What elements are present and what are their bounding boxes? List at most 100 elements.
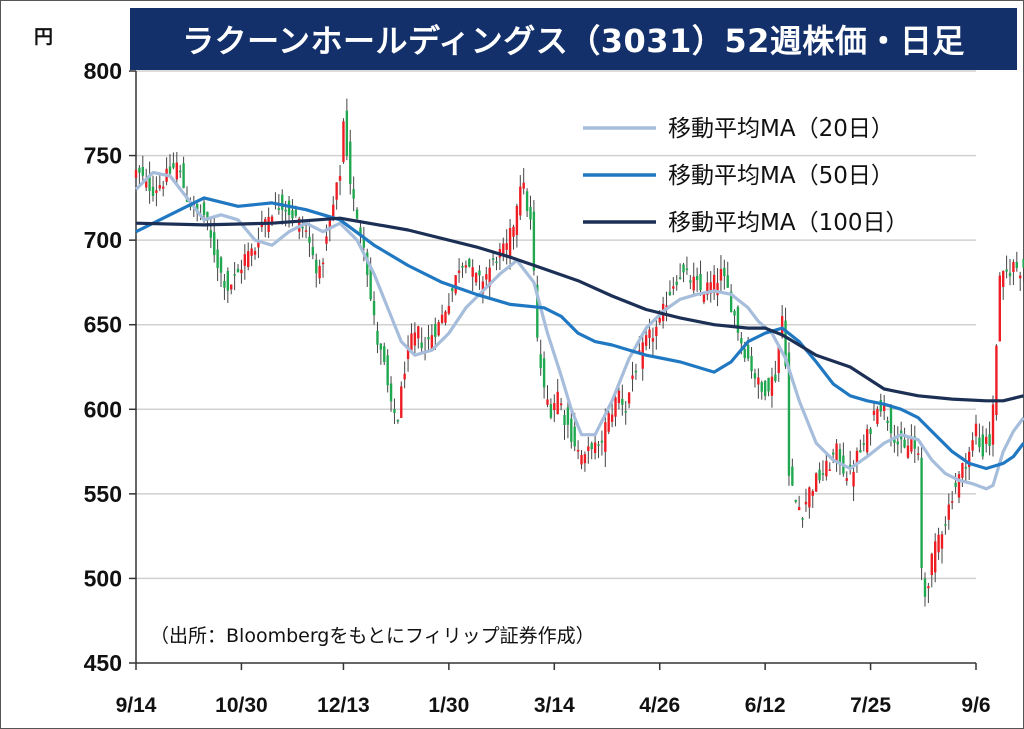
candle-up <box>328 220 332 230</box>
candle-up <box>342 121 345 163</box>
candle-down <box>209 230 213 238</box>
candle-down <box>920 457 923 568</box>
candle-up <box>804 501 808 505</box>
candle-down <box>774 374 777 382</box>
candle-down <box>383 346 386 362</box>
candle-down <box>675 281 678 286</box>
x-tick-label: 3/14 <box>534 694 575 717</box>
candle-up <box>872 410 876 415</box>
candle-down <box>923 578 927 597</box>
candle-up <box>508 228 512 259</box>
candle-down <box>563 414 566 426</box>
candle-up <box>587 446 590 451</box>
candle-down <box>182 163 185 188</box>
candle-down <box>753 373 757 379</box>
candle-up <box>1019 275 1022 279</box>
candle-up <box>777 346 780 373</box>
legend-label: 移動平均MA（20日） <box>668 116 894 142</box>
candle-down <box>879 400 882 412</box>
candle-down <box>831 452 835 455</box>
candle-up <box>430 335 434 350</box>
candle-down <box>301 226 304 229</box>
candle-down <box>352 189 355 199</box>
candle-up <box>991 404 995 445</box>
candle-down <box>549 404 553 418</box>
candle-down <box>573 426 576 447</box>
candle-down <box>978 437 981 448</box>
candle-down <box>277 208 281 210</box>
candle-up <box>930 553 933 576</box>
candle-down <box>420 342 423 349</box>
candle-up <box>604 422 607 452</box>
y-tick-label: 500 <box>84 565 122 591</box>
candle-down <box>461 266 464 268</box>
candle-down <box>386 355 389 386</box>
candle-down <box>532 211 536 271</box>
candle-down <box>233 274 236 276</box>
candle-up <box>440 314 444 323</box>
candle-down <box>988 434 991 447</box>
source-note: （出所：Bloombergをもとにフィリップ証券作成） <box>150 625 595 647</box>
candle-up <box>454 275 457 294</box>
x-tick-label: 10/30 <box>215 694 268 717</box>
candle-down <box>495 261 498 264</box>
candle-up <box>481 281 485 294</box>
candle-up <box>485 274 488 280</box>
candle-up <box>546 399 549 405</box>
candle-up <box>828 469 831 471</box>
candle-up <box>162 186 165 189</box>
candle-down <box>597 444 600 446</box>
candle-up <box>488 267 491 287</box>
candle-down <box>729 291 733 312</box>
candle-up <box>971 440 974 451</box>
candle-up <box>250 248 253 256</box>
candle-down <box>787 352 791 476</box>
grid-lines <box>136 70 976 580</box>
candle-up <box>712 274 716 293</box>
candle-down <box>284 209 287 212</box>
candle-up <box>464 265 468 268</box>
candle-up <box>556 391 559 415</box>
candle-up <box>559 403 563 406</box>
candle-up <box>519 186 522 216</box>
candle-up <box>961 462 964 478</box>
x-tick-label: 4/26 <box>639 694 680 717</box>
candle-down <box>634 370 638 373</box>
legend: 移動平均MA（20日） 移動平均MA（50日） 移動平均MA（100日） <box>583 116 908 236</box>
candle-down <box>838 449 842 465</box>
candle-down <box>536 284 539 338</box>
candle-up <box>447 306 451 314</box>
candle-down <box>529 206 532 220</box>
candle-up <box>648 329 651 338</box>
candle-up <box>512 226 515 237</box>
candle-down <box>539 354 542 368</box>
candle-down <box>349 141 352 184</box>
candle-down <box>621 398 624 405</box>
y-tick-label: 700 <box>84 227 122 253</box>
x-tick-label: 7/25 <box>850 694 891 717</box>
chart-title: ラクーンホールディングス（3031）52週株価・日足 <box>130 8 1017 70</box>
moving-averages <box>134 170 1024 491</box>
candle-down <box>151 186 155 196</box>
y-tick-label: 750 <box>84 143 122 169</box>
candle-up <box>257 242 260 248</box>
candle-up <box>968 451 971 468</box>
candle-down <box>294 209 298 216</box>
legend-label: 移動平均MA（100日） <box>668 210 908 236</box>
candle-down <box>767 377 770 392</box>
candle-down <box>213 232 216 256</box>
ma-line-50 <box>135 196 1024 471</box>
candle-up <box>413 332 417 346</box>
x-tick-labels: 9/14 10/30 12/13 1/30 3/14 4/26 6/12 7/25 9/6 <box>116 694 991 717</box>
candle-up <box>716 282 719 296</box>
candle-up <box>230 284 233 290</box>
candle-up <box>332 204 335 220</box>
candle-up <box>580 454 583 465</box>
candle-down <box>206 211 209 221</box>
candle-up <box>702 293 706 303</box>
candle-down <box>1005 269 1008 272</box>
candle-down <box>726 275 729 288</box>
candle-down <box>740 338 743 344</box>
candle-up <box>457 270 461 273</box>
candle-down <box>451 288 454 292</box>
